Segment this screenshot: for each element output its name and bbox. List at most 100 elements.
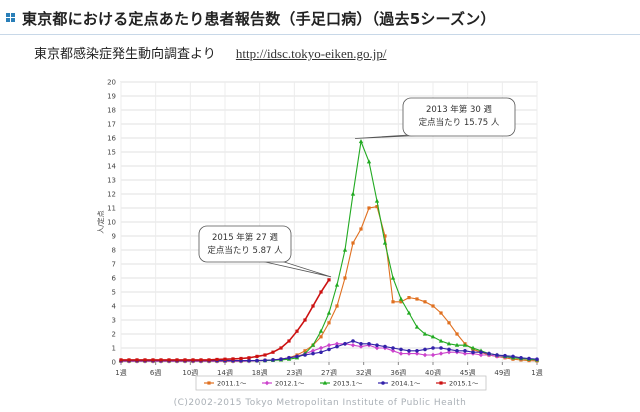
legend-label: 2015.1～ (449, 380, 479, 388)
data-point (359, 342, 363, 346)
data-point (479, 350, 483, 355)
data-point (343, 276, 347, 280)
y-tick-label: 1 (112, 345, 116, 353)
data-point (407, 296, 411, 300)
y-tick-label: 0 (112, 359, 116, 367)
header-divider (0, 34, 640, 35)
data-point (247, 356, 251, 360)
data-point (255, 358, 259, 363)
data-point (167, 358, 171, 362)
data-point (175, 358, 179, 362)
y-tick-label: 13 (107, 177, 116, 185)
data-point (287, 356, 291, 360)
data-point (366, 159, 372, 164)
data-point (319, 290, 323, 294)
x-tick-label: 32週 (356, 368, 372, 377)
data-point (159, 358, 163, 362)
data-point (191, 358, 195, 362)
data-point (367, 342, 371, 346)
data-point (414, 351, 420, 356)
y-tick-label: 20 (107, 79, 116, 87)
y-tick-label: 7 (112, 261, 116, 269)
data-point (239, 356, 243, 361)
y-tick-label: 5 (112, 289, 116, 297)
y-tick-label: 16 (107, 135, 116, 143)
data-point (263, 358, 267, 363)
legend-label: 2014.1～ (391, 380, 421, 388)
data-point (264, 380, 270, 386)
data-point (430, 352, 436, 358)
data-point (431, 304, 435, 308)
data-point (247, 358, 251, 363)
data-point (415, 349, 419, 353)
data-point (470, 345, 476, 350)
data-point (335, 304, 339, 308)
y-tick-label: 18 (107, 107, 116, 115)
data-point (390, 348, 396, 353)
data-point (407, 349, 411, 353)
data-point (382, 240, 388, 245)
data-point (359, 227, 363, 231)
y-tick-label: 19 (107, 93, 116, 101)
x-tick-label: 40週 (425, 368, 441, 377)
data-point (423, 347, 427, 352)
x-tick-label: 14週 (217, 368, 233, 377)
data-point (303, 353, 307, 357)
data-point (151, 358, 155, 362)
y-tick-label: 17 (107, 121, 116, 129)
data-point (462, 351, 468, 356)
y-tick-label: 9 (112, 233, 116, 241)
data-point (423, 300, 427, 304)
data-point (279, 357, 283, 362)
y-tick-label: 14 (107, 163, 116, 171)
data-point (318, 328, 324, 333)
data-point (207, 381, 211, 385)
x-tick-label: 36週 (390, 368, 406, 377)
x-tick-label: 1週 (115, 368, 126, 377)
data-point (455, 349, 459, 353)
data-point (478, 352, 484, 358)
data-point (406, 351, 412, 356)
data-point (271, 358, 275, 362)
data-point (446, 341, 452, 346)
data-point (487, 351, 491, 356)
data-point (439, 311, 443, 315)
data-point (455, 332, 459, 336)
data-point (446, 350, 452, 355)
data-point (303, 318, 307, 322)
callout-box (402, 97, 516, 137)
legend-label: 2012.1～ (275, 380, 305, 388)
data-point (119, 358, 123, 362)
data-point (319, 350, 323, 355)
data-point (287, 339, 291, 343)
data-point (215, 357, 219, 362)
data-point (322, 380, 328, 385)
x-tick-label: 6週 (150, 368, 161, 377)
data-point (334, 282, 340, 287)
source-label: 東京都感染症発生動向調査より (34, 47, 216, 62)
data-point (383, 234, 387, 238)
data-point (439, 346, 443, 350)
data-point (358, 344, 364, 349)
bullet-icon (6, 13, 15, 22)
data-point (279, 346, 283, 350)
data-point (326, 310, 332, 315)
data-point (422, 331, 428, 336)
x-tick-label: 45週 (460, 368, 476, 377)
x-tick-label: 27週 (321, 368, 337, 377)
data-point (398, 296, 404, 301)
data-point (454, 342, 460, 347)
source-link[interactable]: http://idsc.tokyo-eiken.go.jp/ (235, 46, 387, 61)
data-point (519, 356, 523, 360)
data-point (511, 354, 515, 359)
page-title: 東京都における定点あたり患者報告数（手足口病）（過去5シーズン） (22, 10, 496, 28)
data-point (311, 304, 315, 308)
x-tick-label: 10週 (182, 368, 198, 377)
data-point (430, 334, 436, 339)
data-point (406, 310, 412, 315)
data-point (351, 339, 355, 343)
data-point (310, 342, 316, 347)
data-point (350, 343, 356, 348)
data-point (391, 346, 395, 350)
